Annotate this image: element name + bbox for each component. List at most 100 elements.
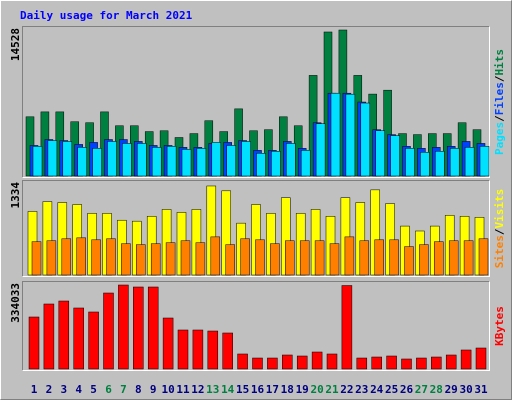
bar	[299, 240, 310, 276]
bar	[419, 244, 429, 276]
bar	[404, 246, 414, 276]
x-tick-label: 6	[105, 383, 112, 396]
bar	[341, 285, 353, 370]
bar	[326, 353, 338, 370]
bar	[136, 244, 146, 276]
x-tick-label: 28	[430, 383, 443, 396]
x-tick-label: 10	[161, 383, 174, 396]
legend-separator: /	[493, 115, 506, 122]
y-tick-label: 1334	[9, 182, 22, 209]
legend-entry: Hits	[493, 49, 506, 76]
bar	[162, 317, 174, 370]
bar	[374, 239, 384, 276]
bar	[386, 355, 397, 370]
x-tick-label: 8	[135, 383, 142, 396]
bar	[431, 356, 442, 370]
bar	[285, 240, 295, 276]
bar	[28, 316, 40, 370]
bar	[147, 286, 159, 370]
bar	[315, 123, 326, 177]
bar	[91, 239, 101, 276]
legend-entry: Visits	[493, 189, 506, 229]
bar	[475, 347, 487, 370]
x-tick-label: 16	[251, 383, 265, 396]
bar	[375, 130, 385, 177]
panel-bevel-light	[22, 26, 490, 178]
bar	[359, 240, 370, 276]
bar	[240, 238, 250, 276]
bar	[463, 240, 474, 276]
bar	[211, 142, 222, 177]
bar	[225, 244, 235, 276]
legend: Sites/Visits	[493, 189, 506, 269]
bar	[371, 356, 382, 370]
x-tick-label: 25	[385, 383, 398, 396]
legend-entry: KBytes	[493, 306, 506, 346]
bar	[43, 303, 55, 370]
bar	[479, 146, 490, 177]
bar	[177, 329, 189, 370]
legend-separator: /	[493, 228, 506, 235]
bar	[420, 152, 430, 177]
bar	[344, 236, 355, 276]
bar	[286, 143, 296, 177]
bar	[133, 286, 144, 370]
bar	[267, 357, 278, 370]
bar	[107, 141, 117, 177]
bar	[330, 92, 341, 177]
bar	[390, 135, 400, 177]
bar	[58, 300, 70, 370]
x-tick-label: 22	[340, 383, 353, 396]
x-tick-label: 2	[46, 383, 53, 396]
x-tick-label: 5	[90, 383, 97, 396]
bar	[405, 148, 415, 177]
bar	[255, 239, 265, 276]
bar	[435, 151, 445, 177]
bar	[300, 150, 311, 177]
bar	[77, 147, 87, 177]
legend: KBytes	[493, 306, 506, 346]
x-tick-label: 27	[415, 383, 428, 396]
bar	[345, 93, 356, 177]
bar	[296, 355, 308, 370]
bar	[151, 147, 162, 177]
panel-bevel-dark	[22, 180, 490, 277]
x-tick-label: 20	[310, 383, 323, 396]
bar	[32, 146, 43, 177]
bar	[416, 357, 427, 370]
x-tick-label: 15	[236, 383, 249, 396]
bar	[106, 238, 116, 276]
bar	[76, 237, 86, 276]
x-tick-label: 7	[120, 383, 127, 396]
bar	[464, 147, 475, 177]
bar	[329, 243, 340, 276]
bar	[445, 354, 457, 370]
bar	[226, 145, 236, 177]
bar	[252, 357, 263, 370]
x-tick-label: 24	[370, 383, 384, 396]
x-tick-label: 21	[325, 383, 339, 396]
x-tick-label: 19	[296, 383, 309, 396]
x-tick-label: 18	[281, 383, 294, 396]
bar	[165, 242, 176, 276]
x-tick-label: 9	[150, 383, 157, 396]
bar	[210, 236, 221, 276]
bar	[314, 240, 325, 276]
bar	[271, 151, 281, 177]
x-tick-label: 13	[206, 383, 219, 396]
bar	[46, 240, 57, 276]
bar	[389, 239, 399, 276]
bar	[401, 358, 412, 370]
panel-bevel-dark	[22, 26, 490, 178]
bar	[62, 141, 73, 177]
bar	[121, 243, 131, 276]
bar	[222, 332, 233, 370]
x-tick-label: 31	[474, 383, 488, 396]
panel	[22, 281, 490, 371]
x-tick-label: 17	[266, 383, 279, 396]
bar	[196, 148, 207, 177]
bar	[478, 238, 489, 276]
bar	[137, 143, 147, 177]
bar	[448, 240, 459, 276]
